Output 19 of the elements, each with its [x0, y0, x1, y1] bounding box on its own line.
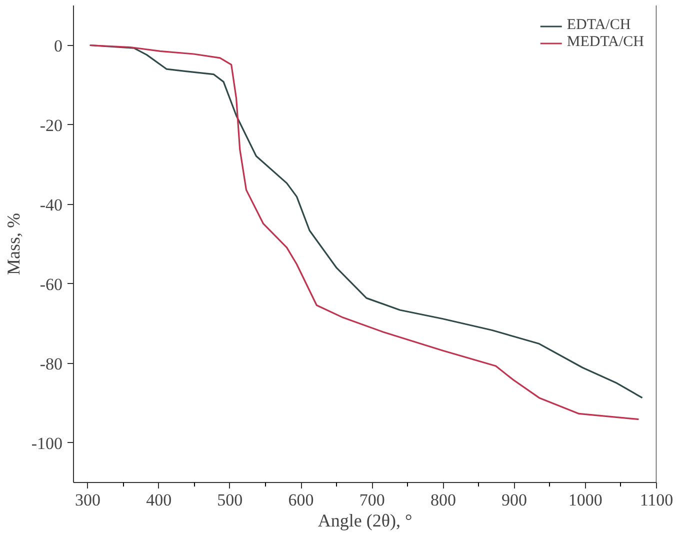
- y-axis-title: Mass, %: [3, 212, 24, 275]
- x-axis-title: Angle (2θ), °: [318, 510, 412, 530]
- x-tick-label: 700: [359, 490, 385, 510]
- x-tick-label: 300: [74, 490, 100, 510]
- y-tick-label: -60: [40, 274, 63, 294]
- x-tick-label: 900: [502, 490, 528, 510]
- x-tick-label: 800: [430, 490, 456, 510]
- x-tick-label: 600: [288, 490, 314, 510]
- y-tick-label: -100: [31, 434, 63, 453]
- y-tick-label: -20: [40, 116, 63, 135]
- y-tick-label: -40: [40, 195, 63, 214]
- y-tick-label: -80: [40, 354, 63, 374]
- x-tick-label: 1000: [568, 490, 602, 510]
- legend-label: EDTA/CH: [566, 17, 631, 34]
- legend-label: MEDTA/CH: [566, 34, 644, 51]
- x-tick-label: 400: [146, 490, 172, 510]
- x-tick-label: 500: [217, 490, 243, 510]
- y-tick-label: 0: [54, 36, 62, 56]
- x-tick-label: 1100: [640, 490, 674, 510]
